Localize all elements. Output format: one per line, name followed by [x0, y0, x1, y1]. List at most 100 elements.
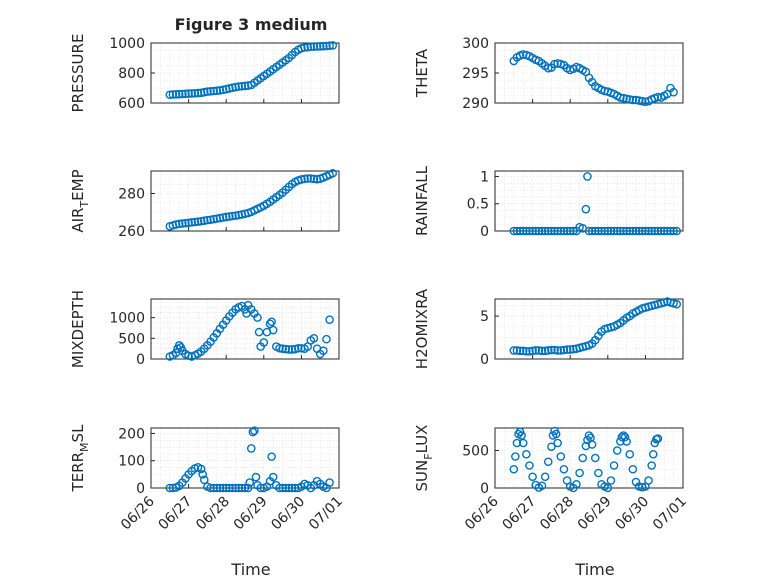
terr_msl-data-point [281, 483, 291, 493]
sun_flux-axes-frame [494, 427, 684, 489]
sun_flux-data-point [512, 438, 522, 448]
air_temp-data-point [171, 220, 181, 229]
h2omixra-ytick-label: 0 [480, 352, 489, 368]
rainfall-data-point [669, 226, 678, 236]
rainfall-data-point [509, 226, 519, 236]
h2omixra-data-point [537, 346, 547, 356]
terr_msl-data-point [256, 483, 265, 493]
terr_msl-data-point [206, 483, 215, 493]
rainfall-data-point [647, 226, 656, 236]
h2omixra-data-point [547, 345, 556, 355]
mixdepth-axes-frame [150, 298, 340, 360]
terr_msl-data-point [209, 483, 218, 493]
sun_flux-data-point [590, 453, 600, 463]
mixdepth-data-point [325, 315, 334, 324]
h2omixra-data-point [550, 345, 559, 355]
terr_msl-data-point [228, 483, 237, 493]
theta-ylabel: THETA [413, 48, 431, 98]
terr_msl-ytick-label: 100 [118, 454, 145, 470]
rainfall-data-point [550, 226, 559, 236]
terr_msl-xtick-label: 06/30 [268, 494, 308, 534]
sun_flux-data-point [606, 476, 616, 485]
rainfall-data-point [672, 226, 682, 236]
mixdepth-data-point [284, 345, 294, 354]
terr_msl-ytick-label: 0 [136, 481, 145, 497]
air_temp-data-point [309, 174, 319, 184]
rainfall-data-point [534, 226, 544, 236]
sun_flux-xtick-label: 06/26 [462, 493, 502, 533]
air_temp-data-point [199, 216, 209, 225]
pressure-data-point [190, 88, 200, 98]
sun_flux-data-point [620, 432, 630, 442]
pressure-data-point [206, 87, 215, 96]
rainfall-data-point [603, 226, 613, 236]
rainfall-data-point [628, 226, 638, 236]
h2omixra-data-point [556, 346, 566, 355]
terr_msl-data-point [237, 483, 247, 493]
h2omixra-data-point [525, 346, 534, 356]
sun_flux-data-point [622, 437, 631, 446]
theta-data-point [634, 96, 644, 105]
sun_flux-data-point [511, 452, 520, 461]
mixdepth-ytick-label: 0 [136, 352, 145, 368]
rainfall-data-point [606, 226, 616, 236]
sun_flux-data-point [556, 452, 566, 461]
rainfall-data-point [531, 226, 541, 236]
rainfall-data-point [597, 226, 606, 236]
sun_flux-data-point [648, 449, 658, 459]
pressure-data-point [196, 88, 206, 98]
sun_flux-data-point [575, 468, 584, 478]
terr_msl-data-point [215, 483, 225, 493]
terr_msl-xtick-label: 06/29 [231, 494, 271, 534]
theta-data-point [543, 63, 553, 73]
rainfall-ylabel: RAINFALL [413, 165, 431, 236]
air_temp-data-point [231, 211, 240, 220]
rainfall-data-point [644, 226, 653, 236]
mixdepth-data-point [278, 344, 287, 353]
h2omixra-data-point [559, 345, 569, 355]
terr_msl-data-point [218, 483, 228, 493]
pressure-ytick-label: 800 [118, 66, 145, 82]
pressure-data-point [193, 88, 203, 98]
terr_msl-data-point [231, 483, 240, 493]
mixdepth-data-point [268, 325, 278, 335]
subplot-mixdepth: 0 500 1000 MIXDEPTH [69, 290, 340, 368]
rainfall-ytick-label: 0.5 [467, 197, 489, 213]
pressure-data-point [303, 42, 312, 52]
theta-data-point [628, 95, 638, 105]
sun_flux-data-point [584, 431, 594, 440]
air_temp-axes-frame [150, 170, 340, 232]
sun_flux-data-point [547, 442, 556, 452]
sun_flux-data-point [612, 446, 622, 455]
terr_msl-data-point [221, 483, 231, 493]
mixdepth-data-point [293, 343, 303, 353]
air_temp-data-point [181, 218, 190, 228]
rainfall-data-point [540, 226, 550, 236]
terr_msl-data-point [165, 483, 175, 493]
h2omixra-data-point [672, 299, 682, 309]
sun_flux-data-point [625, 449, 635, 459]
rainfall-data-point [543, 226, 553, 236]
air_temp-data-point [215, 213, 225, 223]
terr_msl-data-point [275, 483, 284, 493]
mixdepth-data-point [259, 338, 269, 347]
h2omixra-data-point [569, 344, 578, 354]
theta-data-point [622, 94, 631, 104]
h2omixra-data-point [509, 346, 519, 355]
sun_flux-data-point [603, 483, 613, 493]
h2omixra-data-point [512, 346, 522, 355]
theta-ytick-label: 290 [462, 96, 489, 112]
mixdepth-ytick-label: 500 [118, 331, 145, 347]
pressure-data-point [168, 90, 178, 99]
rainfall-data-point [518, 226, 528, 236]
mixdepth-data-point [275, 343, 284, 353]
sun_flux-ytick-label: 500 [462, 444, 489, 460]
sun_flux-data-point [628, 464, 638, 474]
rainfall-data-point [612, 226, 622, 236]
air_temp-data-point [234, 210, 244, 220]
sun_flux-data-point [653, 434, 663, 443]
air_temp-data-point [206, 215, 215, 225]
h2omixra-data-point [522, 346, 531, 356]
terr_msl-xtick-label: 06/28 [193, 494, 233, 534]
